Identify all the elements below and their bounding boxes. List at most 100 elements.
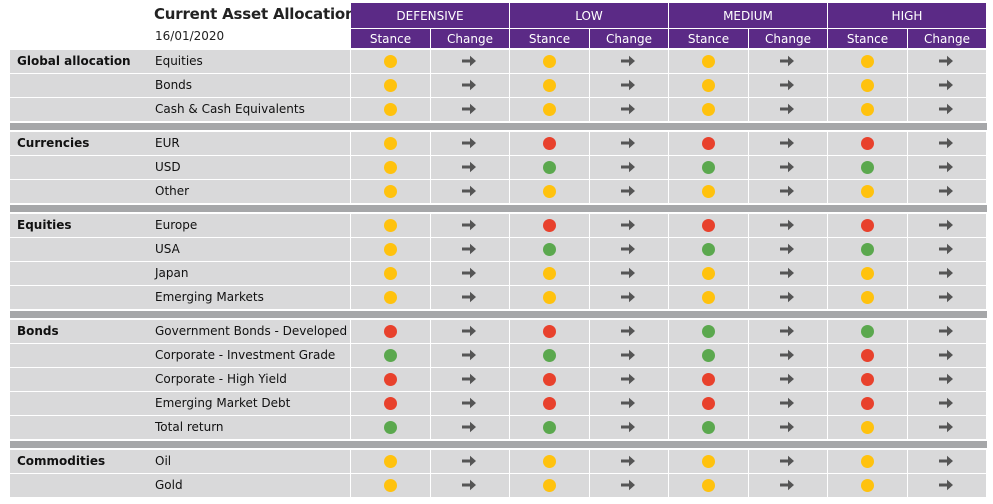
asset-label: USA <box>155 242 180 256</box>
table-row: Total return <box>10 416 987 439</box>
arrow-right-icon <box>621 185 635 197</box>
arrow-right-icon <box>780 137 794 149</box>
stance-indicator-red <box>861 219 874 232</box>
arrow-right-icon <box>621 373 635 385</box>
stance-indicator-yellow <box>543 455 556 468</box>
asset-label: Emerging Market Debt <box>155 396 291 410</box>
arrow-right-icon <box>462 161 476 173</box>
stance-indicator-red <box>384 325 397 338</box>
stance-indicator-red <box>543 219 556 232</box>
stance-indicator-yellow <box>861 421 874 434</box>
stance-indicator-green <box>702 349 715 362</box>
arrow-right-icon <box>939 479 953 491</box>
arrow-right-icon <box>621 161 635 173</box>
stance-indicator-green <box>702 161 715 174</box>
label-cell <box>10 450 350 473</box>
stance-indicator-green <box>861 161 874 174</box>
arrow-right-icon <box>462 397 476 409</box>
stance-indicator-yellow <box>384 291 397 304</box>
stance-header: Stance <box>351 29 430 48</box>
arrow-right-icon <box>939 55 953 67</box>
asset-label: Cash & Cash Equivalents <box>155 102 305 116</box>
arrow-right-icon <box>621 219 635 231</box>
arrow-right-icon <box>780 103 794 115</box>
asset-label: Bonds <box>155 78 193 92</box>
stance-indicator-yellow <box>543 79 556 92</box>
profile-header-low: LOW <box>510 3 668 28</box>
stance-indicator-yellow <box>543 55 556 68</box>
asset-label: Equities <box>155 54 203 68</box>
arrow-right-icon <box>939 373 953 385</box>
stance-indicator-yellow <box>861 479 874 492</box>
arrow-right-icon <box>462 267 476 279</box>
table-title: Current Asset Allocation <box>154 5 356 23</box>
label-cell <box>10 98 350 121</box>
arrow-right-icon <box>462 349 476 361</box>
stance-indicator-yellow <box>384 243 397 256</box>
stance-indicator-red <box>702 373 715 386</box>
stance-indicator-yellow <box>861 185 874 198</box>
arrow-right-icon <box>621 79 635 91</box>
arrow-right-icon <box>780 267 794 279</box>
arrow-right-icon <box>780 349 794 361</box>
stance-indicator-red <box>543 397 556 410</box>
stance-indicator-red <box>861 397 874 410</box>
asset-label: Gold <box>155 478 183 492</box>
stance-indicator-yellow <box>384 455 397 468</box>
arrow-right-icon <box>462 421 476 433</box>
label-cell <box>10 214 350 237</box>
arrow-right-icon <box>939 137 953 149</box>
stance-indicator-yellow <box>702 55 715 68</box>
stance-indicator-yellow <box>543 479 556 492</box>
stance-indicator-yellow <box>384 137 397 150</box>
arrow-right-icon <box>462 291 476 303</box>
arrow-right-icon <box>780 185 794 197</box>
arrow-right-icon <box>462 185 476 197</box>
asset-label: EUR <box>155 136 180 150</box>
stance-indicator-green <box>384 349 397 362</box>
stance-indicator-yellow <box>384 55 397 68</box>
arrow-right-icon <box>780 219 794 231</box>
change-header: Change <box>431 29 509 48</box>
stance-indicator-green <box>543 349 556 362</box>
section-separator <box>10 123 987 130</box>
arrow-right-icon <box>621 243 635 255</box>
profile-header-high: HIGH <box>828 3 986 28</box>
stance-indicator-yellow <box>702 79 715 92</box>
stance-indicator-red <box>861 137 874 150</box>
category-label: Global allocation <box>17 54 131 68</box>
arrow-right-icon <box>939 79 953 91</box>
stance-indicator-green <box>702 421 715 434</box>
arrow-right-icon <box>621 455 635 467</box>
stance-indicator-red <box>702 397 715 410</box>
arrow-right-icon <box>939 103 953 115</box>
stance-indicator-yellow <box>702 267 715 280</box>
arrow-right-icon <box>780 373 794 385</box>
table-date: 16/01/2020 <box>155 29 225 43</box>
stance-indicator-yellow <box>702 291 715 304</box>
table-row: Global allocation Equities <box>10 50 987 73</box>
arrow-right-icon <box>780 479 794 491</box>
arrow-right-icon <box>780 55 794 67</box>
arrow-right-icon <box>621 479 635 491</box>
label-cell <box>10 286 350 309</box>
stance-indicator-yellow <box>702 479 715 492</box>
table-row: Bonds <box>10 74 987 97</box>
stance-indicator-green <box>861 243 874 256</box>
stance-indicator-green <box>543 161 556 174</box>
label-cell <box>10 416 350 439</box>
arrow-right-icon <box>939 291 953 303</box>
stance-indicator-yellow <box>861 55 874 68</box>
stance-indicator-yellow <box>384 219 397 232</box>
arrow-right-icon <box>939 325 953 337</box>
table-row: Bonds Government Bonds - Developed <box>10 320 987 343</box>
asset-label: Emerging Markets <box>155 290 264 304</box>
arrow-right-icon <box>462 55 476 67</box>
arrow-right-icon <box>780 291 794 303</box>
stance-indicator-red <box>384 397 397 410</box>
arrow-right-icon <box>939 161 953 173</box>
arrow-right-icon <box>939 219 953 231</box>
table-row: Emerging Markets <box>10 286 987 309</box>
category-label: Currencies <box>17 136 90 150</box>
stance-indicator-yellow <box>543 103 556 116</box>
